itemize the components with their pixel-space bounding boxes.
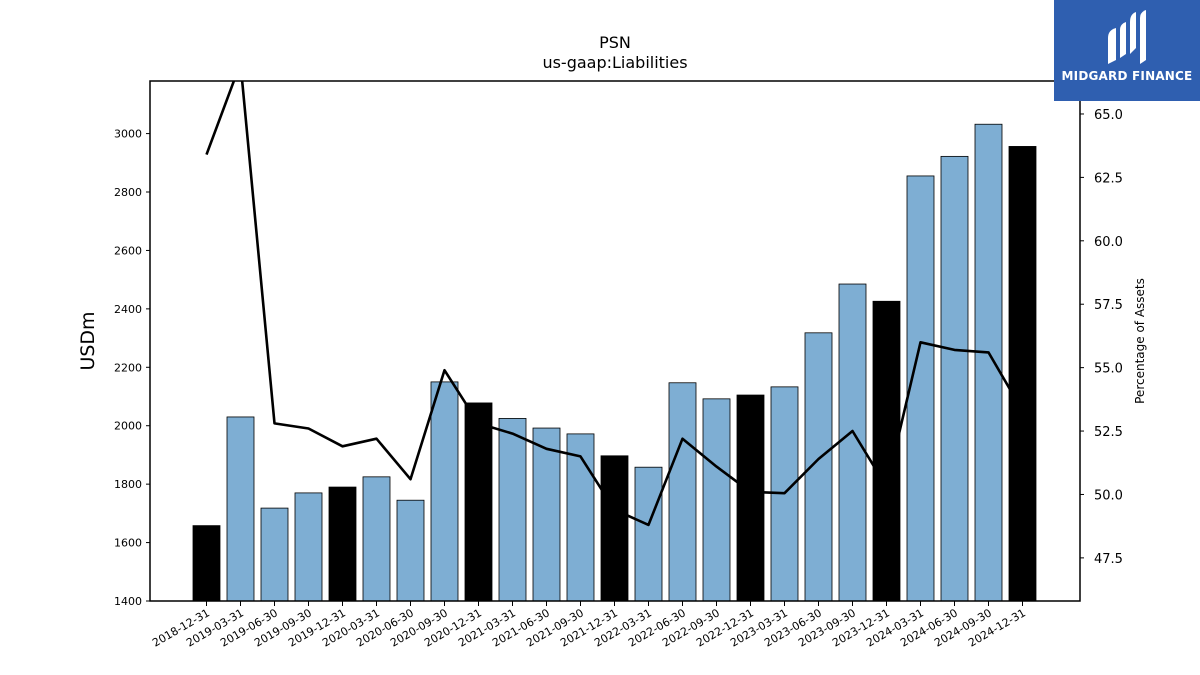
y2-tick-label: 47.5: [1094, 552, 1123, 567]
y-tick-label: 2000: [114, 420, 142, 433]
x-axis: 2018-12-312019-03-312019-06-302019-09-30…: [150, 601, 1028, 650]
chart-title: PSN: [599, 33, 631, 52]
bar-series: [192, 123, 1037, 601]
chart-subtitle: us-gaap:Liabilities: [542, 53, 687, 72]
bar-2021-06-30: [532, 427, 561, 601]
y2-tick-label: 57.5: [1094, 298, 1123, 313]
bar-2020-09-30: [430, 381, 459, 601]
brand-logo: MIDGARD FINANCE: [1054, 0, 1200, 101]
bar-2021-12-31: [600, 455, 629, 601]
bar-2024-12-31: [1008, 146, 1037, 601]
y2-tick-label: 52.5: [1094, 425, 1123, 440]
bar-2020-03-31: [362, 476, 391, 601]
y-tick-label: 1800: [114, 478, 142, 491]
bar-2022-06-30: [668, 382, 697, 601]
bar-2020-12-31: [464, 402, 493, 601]
logo-text: MIDGARD FINANCE: [1061, 69, 1193, 83]
bar-2019-12-31: [328, 486, 357, 601]
bar-2019-09-30: [294, 492, 323, 601]
y-axis-label-left: USDm: [77, 311, 99, 370]
y-axis-label-right: Percentage of Assets: [1133, 278, 1147, 404]
bar-2022-03-31: [634, 466, 663, 601]
bar-2019-03-31: [226, 416, 255, 601]
bar-2020-06-30: [396, 499, 425, 601]
midgard-logo-icon: [1108, 10, 1146, 64]
y-axis-right: 47.5 50.0 52.5 55.0 57.5 60.0 62.5 65.0: [1080, 108, 1123, 567]
bar-2021-09-30: [566, 433, 595, 601]
y-tick-label: 2200: [114, 361, 142, 374]
y2-tick-label: 62.5: [1094, 171, 1123, 186]
y2-tick-label: 55.0: [1094, 362, 1123, 377]
bar-2023-09-30: [838, 283, 867, 601]
percentage-line: [205, 81, 1024, 527]
y-tick-label: 1400: [114, 595, 142, 608]
bar-2024-09-30: [974, 123, 1003, 601]
y-tick-label: 2400: [114, 303, 142, 316]
y-tick-label: 1600: [114, 537, 142, 550]
bar-2021-03-31: [498, 418, 527, 601]
y-tick-label: 3000: [114, 128, 142, 141]
y2-tick-label: 50.0: [1094, 488, 1123, 503]
y2-tick-label: 60.0: [1094, 235, 1123, 250]
y2-tick-label: 65.0: [1094, 108, 1123, 123]
bar-2019-06-30: [260, 507, 289, 601]
bar-2024-06-30: [940, 155, 969, 601]
y-axis-left: 1400 1600 1800 2000 2200 2400 2600 2800 3000: [114, 128, 150, 608]
bar-2022-09-30: [702, 398, 731, 601]
bar-2024-03-31: [906, 175, 935, 601]
y-tick-label: 2600: [114, 244, 142, 257]
bar-2022-12-31: [736, 394, 765, 601]
y-tick-label: 2800: [114, 186, 142, 199]
bar-2018-12-31: [192, 525, 221, 601]
line-series: [205, 81, 1024, 527]
